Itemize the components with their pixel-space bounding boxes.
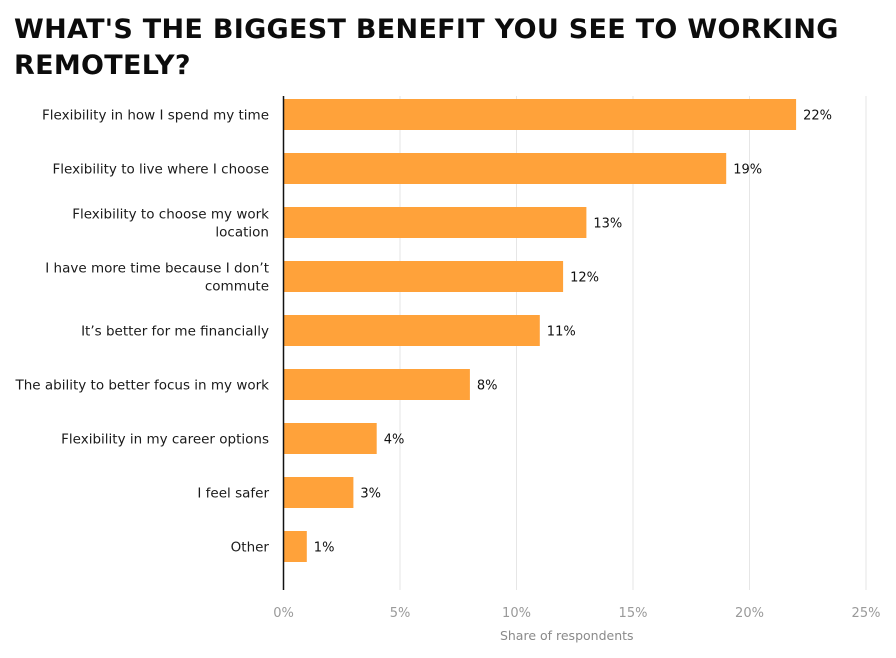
bar	[283, 315, 540, 346]
value-label: 22%	[803, 109, 832, 124]
value-label: 11%	[547, 325, 576, 340]
category-label: Flexibility to choose my work location	[72, 207, 269, 241]
category-label-line: location	[215, 225, 269, 241]
category-label-line: Flexibility to live where I choose	[52, 162, 269, 178]
category-label-line: Other	[231, 540, 270, 556]
bar	[283, 207, 587, 238]
category-label: The ability to better focus in my work	[14, 378, 269, 394]
x-tick-label: 25%	[852, 606, 881, 621]
bar	[283, 531, 307, 562]
category-label: I feel safer	[197, 486, 269, 502]
value-label: 12%	[570, 271, 599, 286]
x-tick-labels: 0% 5% 10% 15% 20% 25%	[273, 606, 880, 621]
x-tick-label: 0%	[273, 606, 294, 621]
value-label: 3%	[360, 487, 381, 502]
category-label-line: It’s better for me financially	[81, 324, 269, 340]
x-tick-label: 10%	[502, 606, 531, 621]
category-label: It’s better for me financially	[81, 324, 269, 340]
category-label: Flexibility in my career options	[61, 432, 269, 448]
bar	[283, 477, 354, 508]
x-tick-label: 5%	[390, 606, 411, 621]
category-label: Other	[231, 540, 270, 556]
category-label-line: The ability to better focus in my work	[14, 378, 269, 394]
x-tick-label: 20%	[735, 606, 764, 621]
category-label-line: commute	[205, 279, 269, 295]
x-tick-label: 15%	[619, 606, 648, 621]
value-label: 19%	[733, 163, 762, 178]
category-label: I have more time because I don’t commute	[45, 261, 269, 295]
bar	[283, 261, 564, 292]
chart-title: WHAT'S THE BIGGEST BENEFIT YOU SEE TO WO…	[14, 14, 839, 81]
category-label-line: Flexibility to choose my work	[72, 207, 269, 223]
bar	[283, 369, 470, 400]
x-axis-title: Share of respondents	[500, 628, 634, 643]
value-labels: 22% 19% 13% 12% 11% 8% 4% 3% 1%	[314, 109, 832, 556]
value-label: 13%	[593, 217, 622, 232]
category-label: Flexibility in how I spend my time	[42, 108, 269, 124]
bar	[283, 99, 797, 130]
category-labels: Flexibility in how I spend my time Flexib…	[14, 108, 269, 556]
category-label-line: I have more time because I don’t	[45, 261, 269, 277]
category-label: Flexibility to live where I choose	[52, 162, 269, 178]
category-label-line: Flexibility in how I spend my time	[42, 108, 269, 124]
value-label: 1%	[314, 541, 335, 556]
category-label-line: I feel safer	[197, 486, 269, 502]
value-label: 8%	[477, 379, 498, 394]
value-label: 4%	[384, 433, 405, 448]
bar	[283, 423, 377, 454]
category-label-line: Flexibility in my career options	[61, 432, 269, 448]
bars	[283, 99, 797, 562]
bar	[283, 153, 727, 184]
